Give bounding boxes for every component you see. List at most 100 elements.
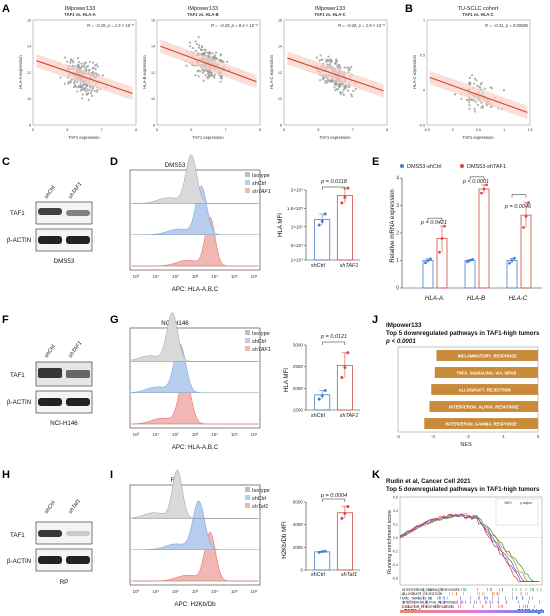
scatter-point bbox=[460, 97, 463, 100]
x-tick-label: 10⁴ bbox=[211, 274, 218, 279]
western-blot-dms53: shCtrl shTAF1 TAF1 β-ACTIN DMS53 bbox=[7, 181, 93, 265]
rank-gradient bbox=[531, 610, 536, 613]
scatter-point bbox=[218, 58, 221, 62]
scatter-subtitle: TAF1 vs. HLA-C bbox=[314, 12, 345, 17]
data-point bbox=[466, 260, 469, 264]
x-tick-label: 0.5 bbox=[476, 128, 481, 132]
scatter-point bbox=[490, 105, 493, 109]
scatter-point bbox=[86, 88, 89, 91]
pathway-label: TNFA_SIGNALING_VIA_NFKB bbox=[456, 370, 516, 375]
scatter-point bbox=[202, 79, 205, 82]
rank-gradient bbox=[488, 610, 493, 613]
data-point bbox=[346, 186, 350, 190]
scatter-point bbox=[82, 88, 85, 91]
x-tick-label: 1 bbox=[503, 128, 505, 132]
scatter-point bbox=[346, 66, 349, 69]
legend-swatch bbox=[245, 188, 250, 193]
scatter-point bbox=[206, 51, 209, 54]
x-tick-label: 10³ bbox=[192, 432, 199, 437]
scatter-point bbox=[79, 89, 82, 92]
scatter-point bbox=[87, 98, 90, 101]
scatter-point bbox=[87, 92, 90, 95]
scatter-point bbox=[479, 83, 482, 86]
blot-band bbox=[66, 531, 90, 536]
regression-line bbox=[36, 60, 133, 95]
rank-gradient bbox=[428, 610, 433, 613]
legend-label: shTAF1 bbox=[252, 189, 271, 195]
scatter-point bbox=[194, 40, 197, 43]
scatter-subtitle: TAF1 vs. HLA-C bbox=[462, 12, 493, 17]
lane-label: shCtrl bbox=[44, 185, 57, 200]
scatter-point bbox=[343, 66, 346, 69]
significance-bracket bbox=[321, 186, 346, 190]
scatter-point bbox=[339, 91, 342, 94]
y-tick-label: -0.4 bbox=[392, 563, 398, 567]
scatter-plot-tu-sclc: TU-SCLC cohort TAF1 vs. HLA-C R = −0.31,… bbox=[412, 6, 531, 140]
scatter-point bbox=[219, 54, 223, 57]
data-point bbox=[343, 366, 347, 370]
nes-bar bbox=[436, 350, 538, 361]
scatter-point bbox=[83, 64, 86, 67]
y-tick-label: 4 bbox=[396, 176, 399, 182]
legend-label: DMS53-shCtrl bbox=[407, 164, 442, 170]
scatter-point bbox=[197, 69, 200, 72]
cell-line-label: DMS53 bbox=[54, 258, 75, 265]
cell-line-label: NCI-H146 bbox=[50, 420, 78, 427]
data-point bbox=[527, 201, 530, 205]
plot-frame bbox=[426, 19, 531, 126]
scatter-point bbox=[88, 60, 92, 63]
y-tick-label: 14 bbox=[151, 45, 155, 49]
scatter-point bbox=[101, 74, 104, 77]
scatter-point bbox=[197, 46, 201, 49]
scatter-point bbox=[319, 54, 322, 57]
data-point bbox=[346, 505, 350, 509]
data-point bbox=[480, 191, 483, 195]
scatter-point bbox=[91, 67, 94, 70]
scatter-point bbox=[191, 46, 194, 50]
panel-letter-g: G bbox=[110, 314, 119, 326]
band-label: TAF1 bbox=[10, 372, 25, 379]
bar-x-label: shCtrl bbox=[311, 572, 325, 578]
x-tick-label: 6 bbox=[317, 128, 319, 132]
legend-label: shTaf1 bbox=[252, 504, 268, 510]
panel-letter-f: F bbox=[2, 314, 9, 326]
scatter-point bbox=[211, 56, 214, 59]
scatter-point bbox=[318, 59, 321, 62]
rank-gradient bbox=[495, 610, 500, 613]
enrichment-curve bbox=[399, 513, 540, 582]
rank-gradient bbox=[510, 610, 514, 613]
scatter-point bbox=[338, 64, 341, 68]
x-tick-label: 10⁴ bbox=[211, 589, 218, 594]
y-tick-label: 14 bbox=[278, 45, 282, 49]
rank-gradient bbox=[446, 610, 450, 613]
y-axis-label: Running enrichment score bbox=[387, 510, 393, 574]
significance-bracket bbox=[321, 498, 346, 502]
scatter-point bbox=[59, 76, 62, 79]
scatter-point bbox=[80, 84, 83, 87]
y-tick-label: 5×10⁴ bbox=[291, 243, 303, 248]
x-tick-label: -2 bbox=[466, 434, 470, 439]
scatter-point bbox=[194, 74, 197, 77]
band-label: β-ACTIN bbox=[7, 558, 31, 565]
scatter-point bbox=[321, 78, 325, 81]
x-axis-label: APC: HLA-A,B,C bbox=[172, 444, 219, 451]
y-axis-label: HLA-A expression bbox=[18, 55, 23, 89]
histogram-curve bbox=[131, 375, 258, 425]
scatter-point bbox=[79, 82, 82, 85]
rank-gradient bbox=[435, 610, 440, 613]
scatter-point bbox=[210, 74, 213, 77]
y-tick-label: 6000 bbox=[293, 500, 304, 505]
x-tick-label: 10⁰ bbox=[133, 274, 140, 279]
scatter-point bbox=[331, 80, 334, 83]
panel-letter-j: J bbox=[372, 314, 378, 326]
scatter-point bbox=[350, 65, 353, 68]
gsea-title: IMpower133 bbox=[386, 322, 422, 329]
table-header: NES bbox=[505, 501, 513, 505]
significance-bracket bbox=[427, 217, 443, 222]
significance-bracket bbox=[469, 176, 485, 180]
histogram-frame bbox=[129, 327, 261, 429]
y-tick-label: 1×10⁴ bbox=[291, 258, 303, 263]
scatter-point bbox=[63, 56, 67, 59]
scatter-point bbox=[96, 65, 99, 68]
